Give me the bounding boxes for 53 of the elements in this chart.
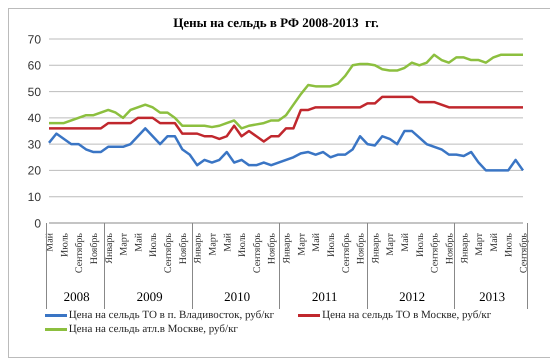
x-tick-label: Январь [459,232,470,264]
legend-label: Цена на сельдь ТО в п. Владивосток, руб/кг [68,309,274,321]
x-tick-label: Январь [192,232,204,264]
x-tick-label: Ноябрь [266,232,278,264]
x-tick-label: Май [222,232,234,252]
line-series [48,127,524,172]
x-tick-label: Март [474,232,486,256]
y-tick-label: 10 [28,190,42,204]
x-tick-label: Июль [414,232,426,257]
x-tick-label: Сентябрь [518,232,530,274]
line-series [48,96,524,143]
y-tick-label: 50 [28,84,42,99]
x-tick-label: Июль [59,232,70,257]
x-tick-label: Сентябрь [430,232,441,274]
text: 2011 [310,289,338,305]
y-tick-label: 40 [28,111,42,126]
chart-title: Цены на сельдь в РФ 2008-2013 гг. [172,15,380,31]
legend-label: Цена на сельдь атл.в Москве, руб/кг [68,323,238,335]
text: 2008 [62,289,91,305]
x-tick-label: Май [133,232,144,252]
text: 2009 [136,289,164,305]
x-tick-label: Июль [148,232,160,257]
y-tick-label: 70 [28,32,42,46]
x-tick-label: Январь [104,232,115,264]
x-tick-label: Март [207,232,218,256]
y-tick-label: 0 [34,216,42,230]
x-tick-label: Май [488,232,500,252]
x-tick-label: Сентябрь [74,232,86,274]
y-tick-label: 30 [28,137,42,152]
text: 2010 [223,289,252,305]
x-tick-label: Март [118,232,130,256]
x-tick-label: Июль [237,232,248,257]
text: 2013 [478,289,506,305]
x-tick-label: Май [311,232,322,252]
x-tick-label: Ноябрь [444,232,456,264]
y-tick-label: 20 [28,164,42,178]
y-tick-label: 60 [28,58,42,73]
x-tick-label: Январь [282,232,292,264]
x-tick-label: Июль [504,232,515,257]
x-tick-label: Январь [370,232,382,264]
x-tick-label: Март [385,232,396,256]
x-tick-label: Сентябрь [340,232,352,274]
x-tick-label: Сентябрь [252,232,263,274]
x-tick-label: Ноябрь [356,232,367,264]
x-tick-label: Ноябрь [88,232,100,264]
x-tick-label: Март [296,232,308,256]
x-tick-label: Ноябрь [178,232,189,264]
line-series [48,54,524,130]
x-tick-label: Май [400,232,411,252]
x-tick-label: Сентябрь [163,232,174,274]
x-tick-label: Июль [326,232,337,257]
legend-label: Цена на сельдь ТО в Москве, руб/кг [322,309,492,321]
text: 2012 [398,289,426,305]
